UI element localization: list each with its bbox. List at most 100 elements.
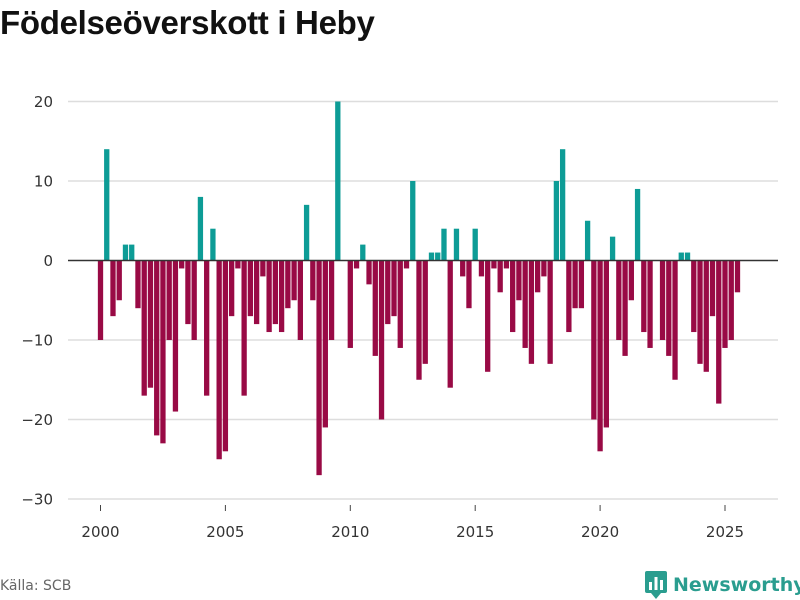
bar xyxy=(416,260,422,380)
bar xyxy=(435,252,441,261)
bar xyxy=(584,220,591,261)
bar-chart-logo-icon xyxy=(645,571,667,599)
bar xyxy=(422,260,428,364)
bar xyxy=(678,252,684,261)
bar xyxy=(453,228,460,261)
bar xyxy=(253,260,260,325)
bar xyxy=(266,260,272,333)
bar xyxy=(272,260,279,325)
bar xyxy=(347,260,353,348)
bar xyxy=(684,252,691,261)
bar xyxy=(572,260,578,309)
bar xyxy=(210,228,216,261)
bar xyxy=(703,260,709,372)
bar xyxy=(310,260,316,301)
bar xyxy=(578,260,585,309)
bar xyxy=(528,260,535,364)
x-tick-label: 2005 xyxy=(206,523,244,541)
bar xyxy=(316,260,322,476)
bar xyxy=(522,260,528,348)
bar xyxy=(372,260,378,356)
bar xyxy=(709,260,716,317)
bar xyxy=(229,260,235,317)
bar xyxy=(716,260,722,404)
bar xyxy=(622,260,628,356)
bar xyxy=(697,260,703,364)
bar xyxy=(672,260,678,380)
bar xyxy=(141,260,147,396)
bar xyxy=(659,260,666,340)
bar xyxy=(122,244,129,261)
x-tick-label: 2000 xyxy=(81,523,119,541)
bar xyxy=(603,260,609,428)
bar xyxy=(666,260,672,356)
brand-name: Newsworthy xyxy=(673,574,800,596)
bar xyxy=(97,260,104,340)
bar xyxy=(566,260,572,333)
bar xyxy=(378,260,385,420)
brand-logo[interactable]: Newsworthy xyxy=(645,570,800,600)
bar xyxy=(322,260,328,428)
bar xyxy=(591,260,597,420)
y-tick-label: 0 xyxy=(43,252,53,270)
bar xyxy=(491,260,497,269)
bar xyxy=(516,260,522,301)
bar xyxy=(597,260,603,452)
bar xyxy=(110,260,116,317)
bar xyxy=(241,260,247,396)
bar xyxy=(116,260,122,301)
bar xyxy=(559,149,566,261)
bar xyxy=(410,181,416,261)
bar xyxy=(360,244,366,261)
bar xyxy=(135,260,141,309)
bar xyxy=(278,260,285,333)
bar xyxy=(553,181,560,261)
bar xyxy=(129,244,135,261)
bar xyxy=(328,260,335,340)
bar xyxy=(291,260,297,301)
x-tick-label: 2015 xyxy=(456,523,494,541)
bar xyxy=(497,260,503,293)
bar xyxy=(204,260,210,396)
bar xyxy=(154,260,160,436)
bar xyxy=(235,260,241,269)
bar xyxy=(285,260,291,309)
bar xyxy=(510,260,516,333)
bar xyxy=(297,260,303,340)
y-tick-label: −10 xyxy=(21,332,53,350)
bar xyxy=(147,260,154,388)
bar xyxy=(641,260,647,333)
bar xyxy=(179,260,185,269)
bar xyxy=(166,260,172,340)
bar xyxy=(104,149,110,261)
bar xyxy=(466,260,472,309)
bar xyxy=(734,260,741,293)
bar xyxy=(216,260,222,460)
bar xyxy=(247,260,254,317)
bar xyxy=(472,228,478,261)
x-tick-label: 2020 xyxy=(581,523,619,541)
bar xyxy=(353,260,360,269)
bar xyxy=(485,260,491,372)
chart-title: Födelseöverskott i Heby xyxy=(0,4,375,41)
bar xyxy=(185,260,191,325)
x-tick-label: 2010 xyxy=(331,523,369,541)
bar xyxy=(441,228,447,261)
bar xyxy=(222,260,229,452)
bar xyxy=(366,260,372,285)
bar xyxy=(503,260,510,269)
bar xyxy=(172,260,179,412)
bar xyxy=(722,260,728,348)
bar xyxy=(728,260,734,340)
y-tick-label: 20 xyxy=(34,93,53,111)
x-tick-label: 2025 xyxy=(706,523,744,541)
bar xyxy=(478,260,485,277)
bar xyxy=(197,196,204,261)
bar xyxy=(428,252,435,261)
y-tick-label: −20 xyxy=(21,411,53,429)
bar xyxy=(547,260,553,364)
bar xyxy=(160,260,166,444)
bar xyxy=(403,260,410,269)
bar xyxy=(447,260,453,388)
